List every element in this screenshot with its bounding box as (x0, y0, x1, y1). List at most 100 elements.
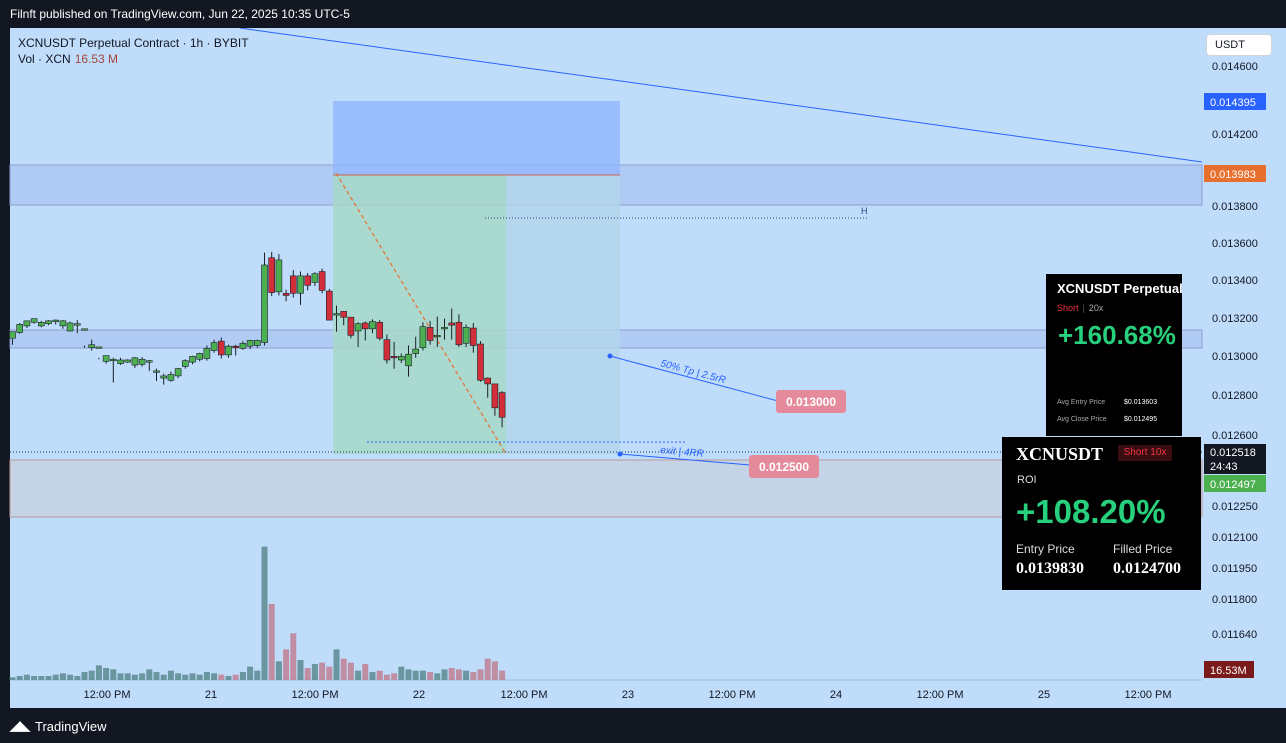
candle-body (138, 358, 146, 365)
time-tick-label: 25 (1038, 689, 1050, 701)
volume-bar (203, 672, 210, 680)
profit-area (333, 175, 506, 454)
volume-bar (441, 669, 448, 680)
time-tick-label: 22 (413, 689, 425, 701)
volume-bar (211, 673, 218, 680)
card-big-entry-value: 0.0139830 (1016, 560, 1084, 577)
candles-layer (9, 251, 506, 428)
candle-body (275, 259, 283, 293)
volume-bar (254, 670, 261, 680)
time-tick-label: 23 (622, 689, 634, 701)
price-tick-label: 0.013000 (1212, 351, 1258, 363)
price-tick-label: 0.012100 (1212, 532, 1258, 544)
candle-body (484, 377, 492, 385)
target2-anchor[interactable] (617, 451, 623, 457)
volume-bar (283, 649, 290, 680)
chart-canvas[interactable]: H 50% Tp | 2.5rR exit | 4RR 0.013000 0.0… (0, 28, 1286, 708)
target2-callout: 0.012500 (759, 460, 809, 474)
volume-bar (239, 672, 246, 680)
card-big-badge: Short 10x (1118, 445, 1172, 461)
volume-bar (268, 604, 275, 680)
time-tick-label: 12:00 PM (1124, 689, 1171, 701)
price-axis-background (1202, 28, 1286, 708)
card-big-filled-label: Filled Price (1113, 542, 1173, 556)
volume-bar (369, 672, 376, 680)
volume-bar (499, 670, 506, 680)
candle-body (491, 383, 499, 409)
volume-layer (9, 546, 506, 680)
volume-bar (355, 670, 362, 680)
candle-body (390, 356, 398, 359)
volume-bar (340, 658, 347, 680)
volume-bar (182, 674, 189, 680)
chart-legend: XCNUSDT Perpetual Contract · 1h · BYBIT … (18, 35, 249, 67)
publish-info: Filnft published on TradingView.com, Jun… (10, 7, 350, 21)
volume-bar (470, 672, 477, 680)
candle-body (419, 326, 427, 348)
h-marker: H (861, 206, 868, 216)
volume-label: Vol · XCN (18, 52, 71, 66)
stop-area (333, 101, 620, 175)
volume-bar (419, 670, 426, 680)
price-tick-label: 0.012800 (1212, 390, 1258, 402)
target1-connector (609, 355, 779, 402)
time-tick-label: 12:00 PM (916, 689, 963, 701)
target2-callout-box[interactable] (749, 455, 819, 478)
card-small-close-value: $0.012495 (1124, 416, 1158, 423)
candle-body (498, 392, 506, 418)
tradingview-logo[interactable]: ◢◣ TradingView (10, 718, 107, 734)
price-label-low: 0.012497 (1210, 479, 1256, 491)
price-axis[interactable]: 0.014600 0.014200 0.013800 0.013600 0.013400… (1212, 61, 1258, 641)
candle-body (131, 357, 139, 366)
volume-bar (196, 674, 203, 680)
target1-callout-box[interactable] (776, 390, 846, 413)
volume-bar (225, 676, 232, 680)
trend-line (239, 28, 1203, 163)
candle-body (74, 323, 81, 326)
volume-value: 16.53 M (74, 52, 119, 66)
candle-body (203, 348, 211, 359)
candle-body (210, 342, 218, 351)
pnl-card-small: XCNUSDT Perpetual Short | 20x +160.68% Avg… (1046, 274, 1182, 436)
time-axis[interactable]: 12:00 PM 21 12:00 PM 22 12:00 PM 23 12:00 PM 24… (83, 689, 1171, 701)
volume-bar (398, 666, 405, 680)
volume-bar (38, 676, 45, 680)
card-small-separator: | (1082, 303, 1085, 313)
card-small-roi: +160.68% (1058, 320, 1176, 350)
candle-body (318, 271, 326, 291)
volume-bar (103, 668, 110, 680)
target1-anchor[interactable] (607, 353, 613, 359)
volume-bar (52, 674, 59, 680)
volume-bar (232, 674, 239, 680)
card-big-entry-label: Entry Price (1016, 542, 1075, 556)
candle-body (405, 353, 412, 367)
candle-body (16, 324, 24, 333)
currency-button[interactable]: USDT (1206, 34, 1272, 56)
candle-body (182, 360, 189, 367)
volume-bar (383, 674, 390, 680)
candle-body (340, 311, 348, 318)
volume-bar (347, 662, 354, 680)
candle-body (412, 348, 420, 354)
price-tick-label: 0.011640 (1212, 629, 1257, 641)
candle-body (311, 273, 319, 283)
price-tick-label: 0.012600 (1212, 430, 1258, 442)
symbol-title[interactable]: XCNUSDT Perpetual Contract · 1h · BYBIT (18, 36, 249, 50)
volume-bar (189, 673, 196, 680)
volume-bar (297, 660, 304, 680)
candle-body (246, 340, 254, 347)
card-big-filled-value: 0.0124700 (1113, 560, 1181, 577)
profit-area-extended (506, 175, 620, 454)
volume-bar (117, 673, 124, 680)
price-tick-label: 0.014200 (1212, 129, 1258, 141)
candle-body (124, 359, 131, 363)
volume-bar (455, 669, 462, 680)
card-big-roi: +108.20% (1016, 493, 1166, 530)
volume-bar (59, 673, 66, 680)
candle-body (146, 360, 153, 363)
candle-body (95, 346, 103, 349)
price-label-current-box (1204, 444, 1266, 474)
candle-body (88, 344, 95, 348)
candle-body (232, 345, 239, 349)
card-small-title: XCNUSDT Perpetual (1057, 281, 1182, 296)
